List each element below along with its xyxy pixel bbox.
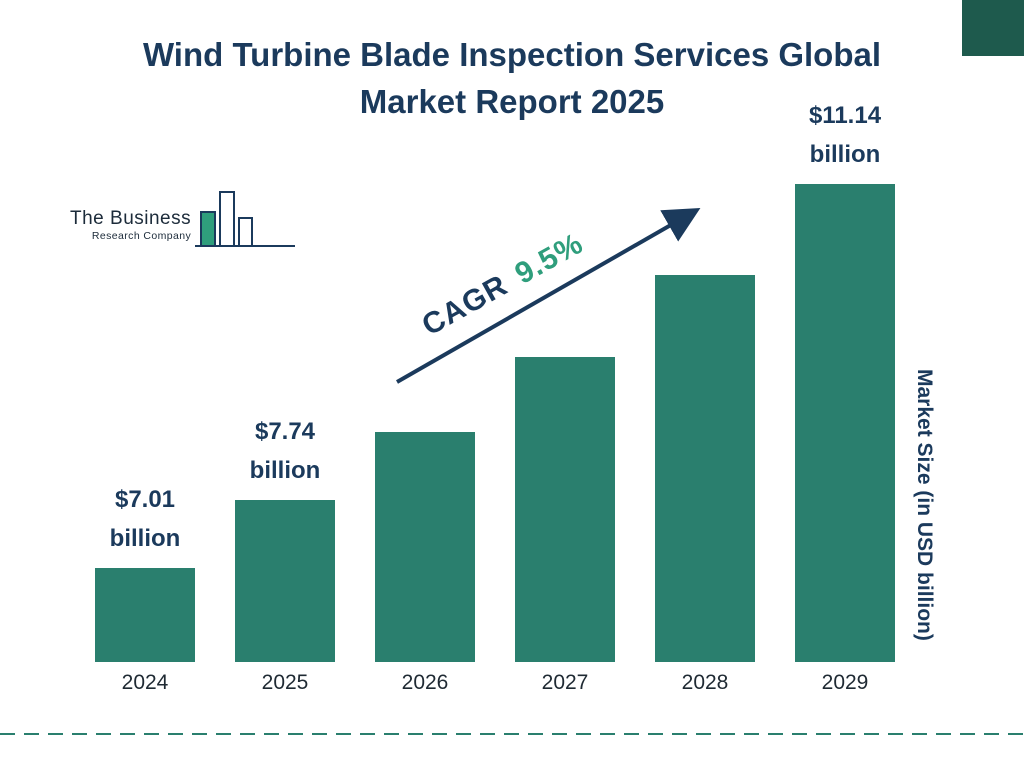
bar-2024: [95, 568, 195, 662]
y-axis-label: Market Size (in USD billion): [913, 369, 936, 641]
company-logo-text: The Business Research Company: [70, 208, 191, 252]
bar-column-2027: 2027: [515, 357, 615, 695]
bar-value-label-2025: $7.74 billion: [249, 418, 321, 484]
bar-value-label-2024: $7.01 billion: [109, 486, 181, 552]
bar-column-2028: 2028: [655, 275, 755, 695]
bar-chart-logo-icon: [195, 191, 296, 247]
year-label-2024: 2024: [121, 671, 169, 694]
bar-column-2029: $11.14 billion 2029: [795, 97, 895, 695]
corner-accent-square: [962, 0, 1024, 56]
bars: $7.01 billion 2024 $7.74 billion 2025 2026 2027…: [95, 97, 895, 695]
bar-2025: [235, 500, 335, 662]
bar-2026: [375, 432, 475, 662]
year-label-2027: 2027: [541, 671, 589, 694]
page-title: Wind Turbine Blade Inspection Services G…: [0, 32, 1024, 126]
logo-text-primary: The Business: [70, 208, 192, 229]
bar-2027: [515, 357, 615, 662]
page-title-line1: Wind Turbine Blade Inspection Services G…: [142, 36, 882, 73]
logo-text-secondary: Research Company: [91, 230, 192, 242]
bar-column-2026: 2026: [375, 432, 475, 695]
year-label-2026: 2026: [401, 671, 449, 694]
company-logo: The Business Research Company: [70, 188, 296, 252]
year-label-2025: 2025: [261, 671, 309, 694]
year-label-2028: 2028: [681, 671, 729, 694]
bottom-dashed-line: [0, 733, 1024, 735]
bar-value-label-2029: $11.14 billion: [808, 102, 882, 168]
bar-column-2025: $7.74 billion 2025: [235, 413, 335, 695]
bar-2028: [655, 275, 755, 662]
bar-column-2024: $7.01 billion 2024: [95, 481, 195, 695]
cagr-trend-arrow: [396, 208, 701, 384]
page-title-line2: Market Report 2025: [359, 82, 665, 120]
year-label-2029: 2029: [821, 671, 869, 694]
bar-2029: [795, 184, 895, 662]
